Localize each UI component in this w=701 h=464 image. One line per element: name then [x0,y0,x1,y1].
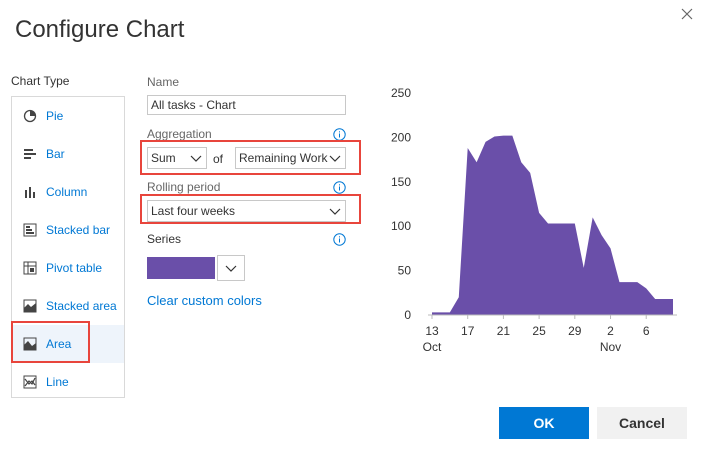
x-tick-label: 21 [497,324,511,338]
of-text: of [213,152,224,166]
dialog-title: Configure Chart [15,16,185,43]
chart-type-pivot-table[interactable]: Pivot table [12,249,124,287]
y-tick-label: 200 [391,130,411,144]
chart-type-label-stacked-area: Stacked area [46,299,117,313]
x-tick-label: 25 [532,324,546,338]
rolling-period-label: Rolling period [147,180,221,194]
cancel-button[interactable]: Cancel [597,407,687,439]
chart-type-label-column: Column [46,185,88,199]
y-tick-label: 0 [404,308,411,322]
x-tick-month-label: Nov [600,340,621,354]
line-icon [23,375,37,389]
column-icon [23,185,37,199]
chart-type-label-pie: Pie [46,109,64,123]
area-icon [23,337,37,351]
pie-icon [23,109,37,123]
x-tick-label: 29 [568,324,582,338]
chart-type-label-stacked-bar: Stacked bar [46,223,111,237]
chevron-down-icon [328,151,342,165]
stacked-area-icon [23,299,37,313]
aggregation-field-select[interactable]: Remaining Work [235,147,346,169]
x-tick-month-label: Oct [423,340,442,354]
chart-type-stacked-area[interactable]: Stacked area [12,287,124,325]
series-label: Series [147,232,182,246]
chart-type-list: Pie Bar Column Stacked bar Pivot table S… [11,96,125,398]
ok-button[interactable]: OK [499,407,589,439]
series-info-icon[interactable] [333,233,346,246]
chart-type-label-line: Line [46,375,69,389]
stacked-bar-icon [23,223,37,237]
y-tick-label: 150 [391,175,411,189]
chart-type-label-bar: Bar [46,147,65,161]
x-tick-label: 2 [607,324,614,338]
chart-type-bar[interactable]: Bar [12,135,124,173]
aggregation-label: Aggregation [147,127,212,141]
name-label: Name [147,75,180,89]
aggregation-field-value: Remaining Work [239,151,328,165]
clear-custom-colors-link[interactable]: Clear custom colors [147,293,262,308]
rolling-period-select[interactable]: Last four weeks [147,200,346,222]
rolling-period-info-icon[interactable] [333,181,346,194]
chart-type-column[interactable]: Column [12,173,124,211]
y-tick-label: 100 [391,219,411,233]
bar-icon [23,147,37,161]
series-color-swatch[interactable] [147,257,215,279]
chevron-down-icon [328,204,342,218]
x-tick-label: 6 [643,324,650,338]
chart-type-line[interactable]: Line [12,363,124,401]
series-color-dropdown[interactable] [217,255,245,281]
y-tick-label: 50 [398,264,412,278]
chart-type-label-area: Area [46,337,72,351]
aggregation-function-value: Sum [151,151,176,165]
x-tick-label: 13 [425,324,439,338]
rolling-period-value: Last four weeks [151,204,236,218]
chart-type-stacked-bar[interactable]: Stacked bar [12,211,124,249]
chart-type-area[interactable]: Area [12,325,124,363]
x-tick-label: 17 [461,324,475,338]
chart-type-pie[interactable]: Pie [12,97,124,135]
chart-type-label: Chart Type [11,74,70,88]
y-tick-label: 250 [391,86,411,100]
close-icon[interactable] [679,6,695,22]
pivot-table-icon [23,261,37,275]
name-input[interactable] [147,95,346,115]
chevron-down-icon [189,151,203,165]
aggregation-function-select[interactable]: Sum [147,147,207,169]
chart-type-label-pivot-table: Pivot table [46,261,103,275]
chevron-down-icon [225,265,237,272]
area-series [432,135,673,315]
